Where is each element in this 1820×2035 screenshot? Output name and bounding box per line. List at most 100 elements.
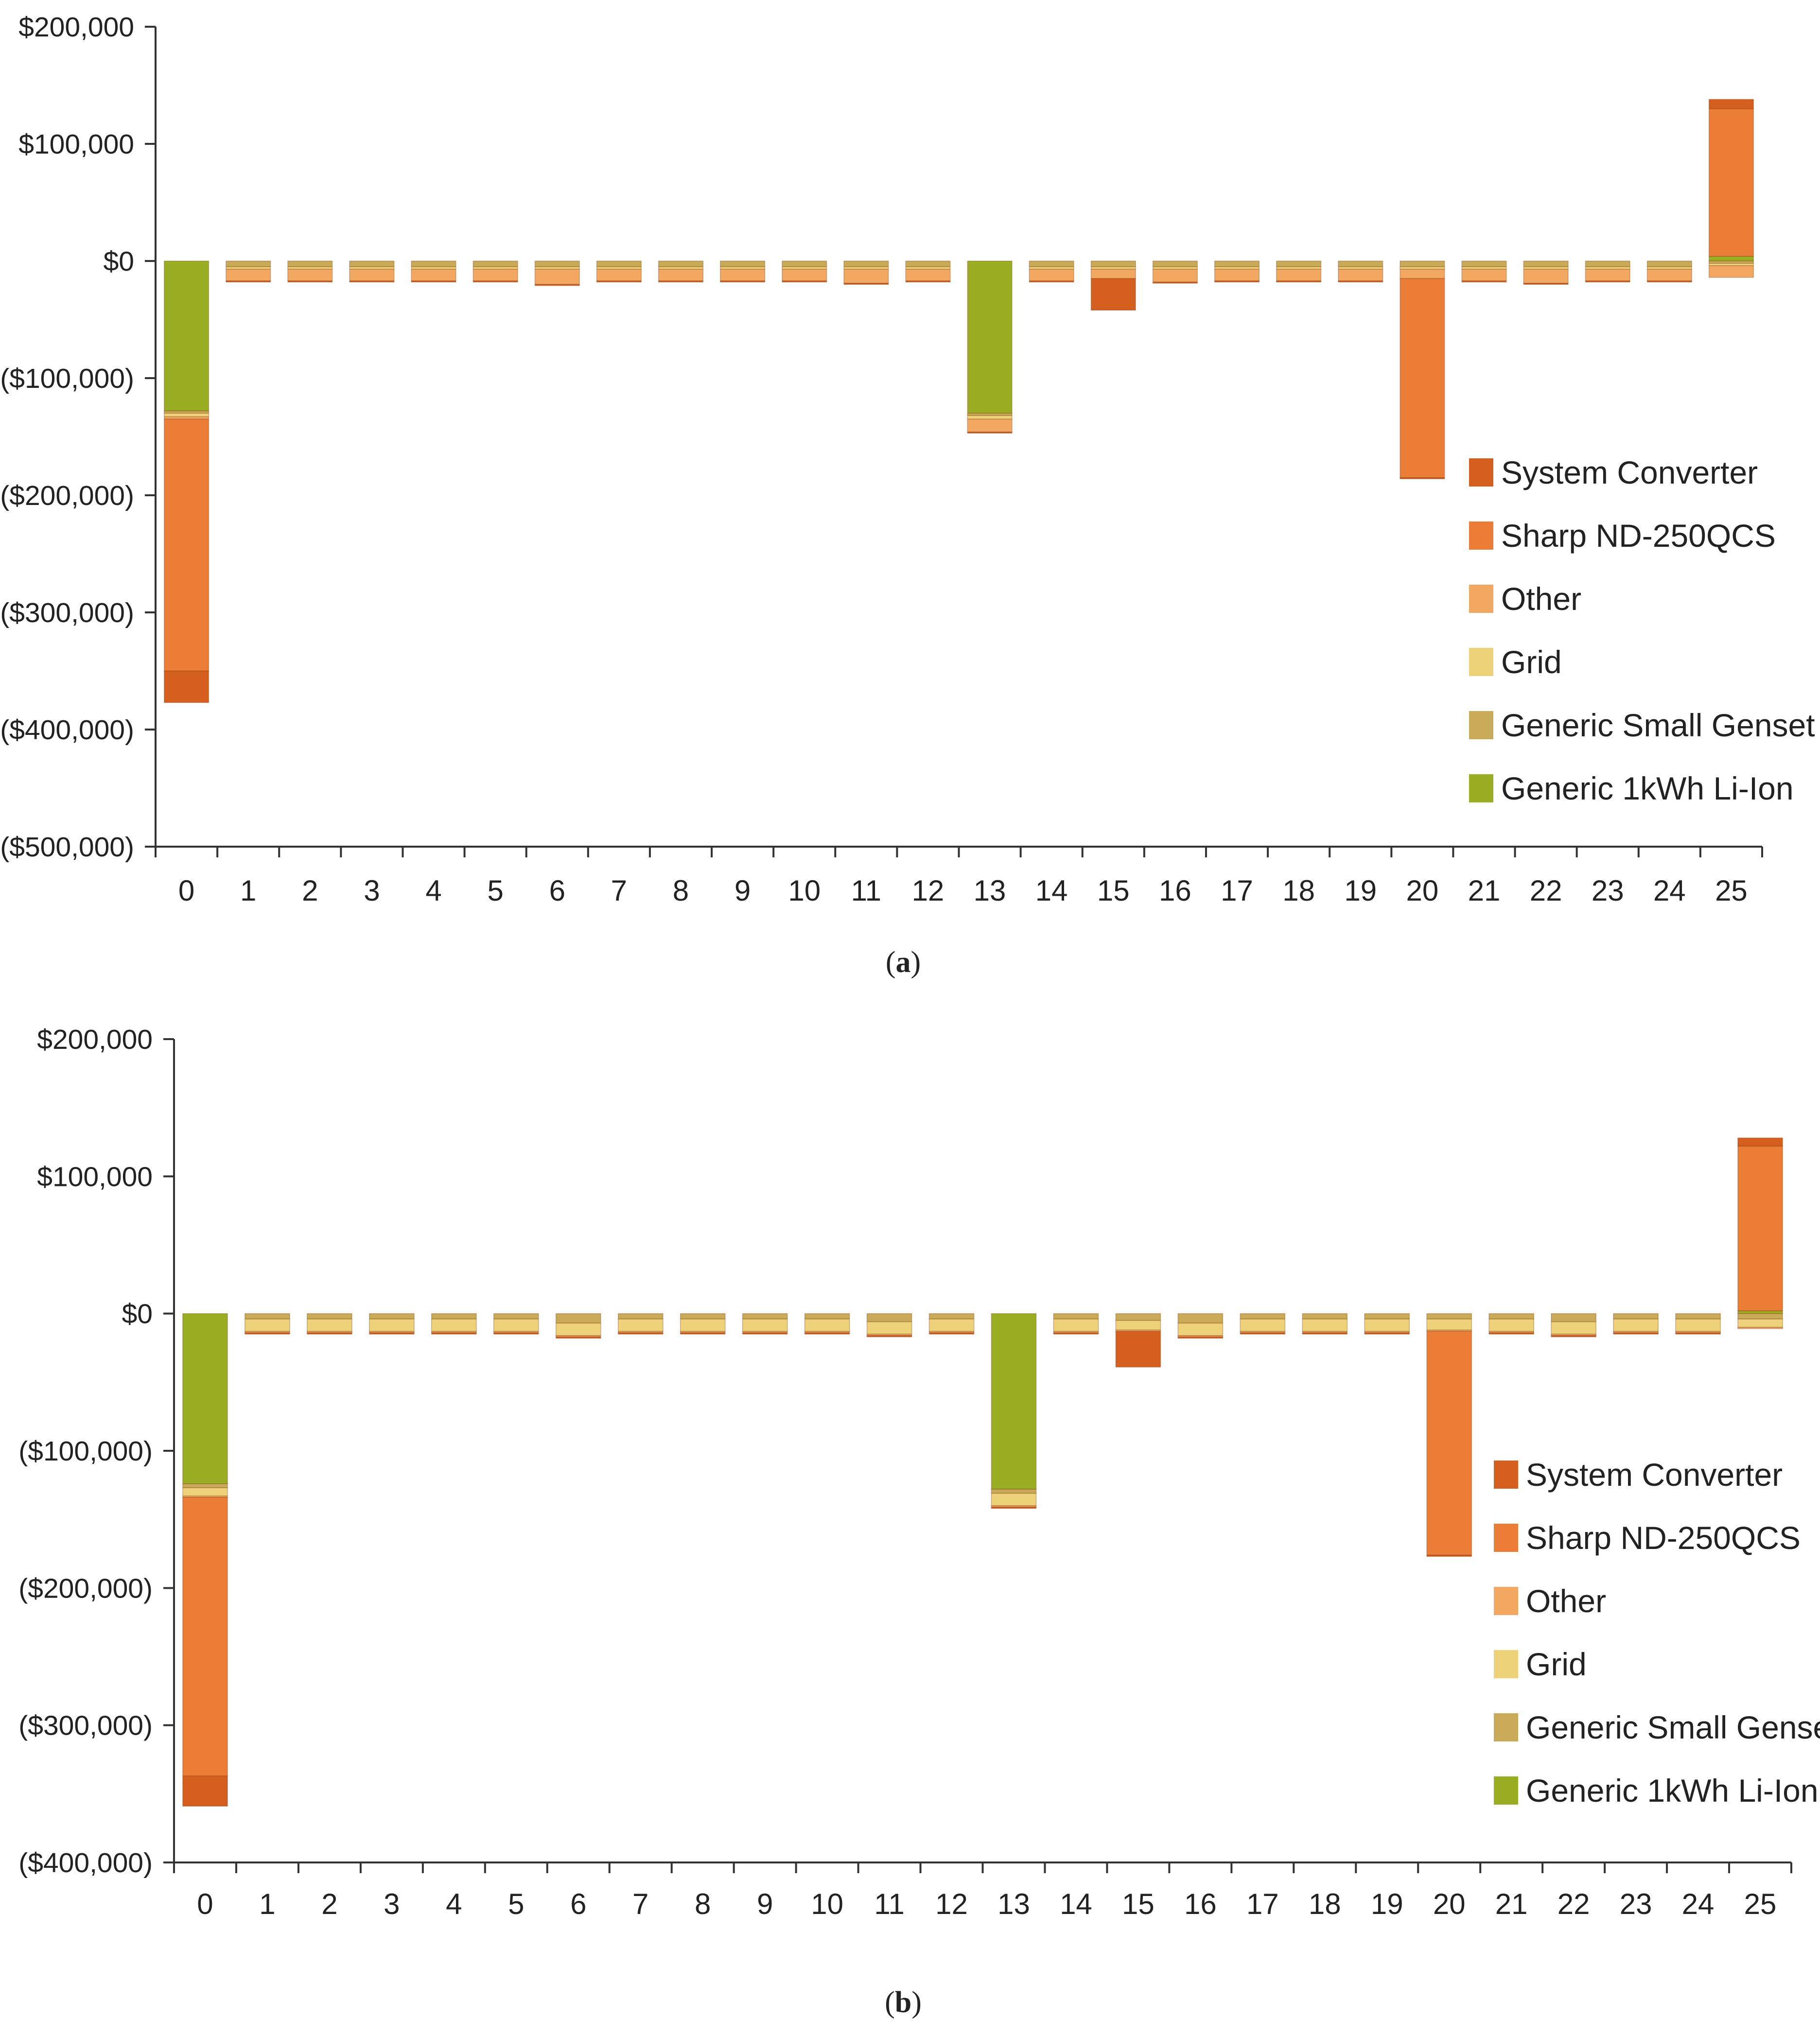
- bar-segment: [1240, 1313, 1286, 1320]
- bar-segment: [1461, 280, 1507, 283]
- x-tick-label: 21: [1468, 874, 1501, 907]
- bar-segment: [307, 1332, 352, 1335]
- bar-segment: [472, 261, 518, 267]
- bar-segment: [164, 261, 210, 412]
- bar-segment: [1276, 261, 1322, 267]
- bar-segment: [472, 280, 518, 283]
- legend-swatch: [1494, 1650, 1518, 1678]
- bar-segment: [905, 261, 951, 267]
- bar-segment: [866, 1335, 912, 1338]
- bar-segment: [1364, 1319, 1410, 1332]
- bar-segment: [411, 269, 456, 281]
- bar-segment: [742, 1313, 788, 1320]
- x-tick-label: 16: [1159, 874, 1191, 907]
- x-tick-label: 4: [446, 1888, 462, 1920]
- y-tick-label: ($200,000): [18, 1573, 153, 1604]
- legend-label: Generic 1kWh Li-Ion: [1526, 1773, 1819, 1809]
- legend-label: Grid: [1526, 1646, 1587, 1682]
- bar-segment: [1029, 280, 1074, 283]
- y-tick-label: ($400,000): [18, 1847, 153, 1878]
- bar-segment: [369, 1332, 415, 1335]
- bar-segment: [1090, 261, 1136, 267]
- bar-segment: [1523, 269, 1569, 284]
- bar-segment: [182, 1497, 228, 1776]
- legend-label: Generic Small Genset: [1501, 707, 1815, 743]
- bar-segment: [287, 269, 333, 281]
- bar-segment: [1737, 1327, 1783, 1329]
- x-tick-label: 20: [1406, 874, 1438, 907]
- legend-swatch: [1469, 648, 1493, 676]
- x-tick-label: 0: [178, 874, 194, 907]
- bar-segment: [555, 1336, 601, 1339]
- x-tick-label: 12: [912, 874, 945, 907]
- bar-segment: [1152, 281, 1198, 284]
- bar-segment: [843, 269, 889, 284]
- bar-segment: [967, 261, 1013, 414]
- bar-segment: [928, 1319, 975, 1332]
- x-tick-label: 11: [874, 1888, 904, 1920]
- bar-segment: [349, 269, 395, 281]
- bar-segment: [782, 280, 827, 283]
- legend-label: Sharp ND-250QCS: [1526, 1520, 1801, 1556]
- chart-panel-b: $200,000 $100,000 $0 ($100,000) ($200,000) ($…: [18, 1024, 1820, 1920]
- bar-segment: [1426, 1554, 1472, 1557]
- bar-segment: [1585, 280, 1630, 283]
- y-tick-label: $100,000: [37, 1161, 153, 1192]
- legend-swatch: [1469, 458, 1493, 487]
- bar-segment: [804, 1313, 850, 1320]
- x-tick-label: 13: [974, 874, 1006, 907]
- bar-segment: [720, 269, 766, 281]
- bar-segment: [1708, 99, 1754, 109]
- x-tick-label: 22: [1558, 1888, 1590, 1920]
- x-tick-label: 19: [1371, 1888, 1403, 1920]
- bar-segment: [1400, 278, 1445, 478]
- x-tick-label: 15: [1122, 1888, 1155, 1920]
- y-tick-label: $0: [104, 246, 134, 277]
- x-tick-label: 9: [735, 874, 751, 907]
- legend-label: System Converter: [1501, 454, 1758, 490]
- bar-segment: [1426, 1329, 1472, 1332]
- bar-segment: [596, 280, 642, 283]
- bar-segment: [555, 1322, 601, 1336]
- bar-segment: [866, 1313, 912, 1322]
- bar-segment: [1585, 261, 1630, 267]
- x-tick-label: 15: [1097, 874, 1130, 907]
- x-tick-label: 10: [811, 1888, 843, 1920]
- bar-segment: [928, 1332, 975, 1335]
- x-tick-label: 5: [487, 874, 503, 907]
- bar-segment: [967, 432, 1013, 434]
- bar-segment: [1276, 280, 1322, 283]
- bar-segment: [1214, 261, 1260, 267]
- bar-segment: [1613, 1313, 1659, 1320]
- bar-segment: [1488, 1332, 1534, 1335]
- bar-segment: [307, 1319, 352, 1332]
- bar-segment: [1551, 1313, 1596, 1322]
- bar-segment: [1338, 261, 1383, 267]
- bar-segment: [1400, 261, 1445, 267]
- y-tick-label: ($300,000): [0, 597, 134, 628]
- bar-segment: [658, 269, 703, 281]
- x-tick-label: 16: [1184, 1888, 1217, 1920]
- y-tick-label: $200,000: [18, 12, 134, 43]
- bar-segment: [472, 269, 518, 281]
- bar-segment: [493, 1332, 539, 1335]
- bar-segment: [1400, 477, 1445, 480]
- bar-segment: [534, 284, 580, 286]
- x-tick-label: 5: [508, 1888, 524, 1920]
- bar-segment: [369, 1313, 415, 1320]
- bar-segment: [1523, 261, 1569, 267]
- bar-segment: [226, 280, 271, 283]
- legend-label: Other: [1526, 1583, 1606, 1619]
- bar-segment: [349, 261, 395, 267]
- bar-segment: [596, 261, 642, 267]
- bar-segment: [1400, 269, 1445, 279]
- x-tick-label: 7: [611, 874, 627, 907]
- bar-segment: [245, 1313, 290, 1320]
- legend-label: Other: [1501, 581, 1581, 617]
- x-tick-label: 7: [632, 1888, 648, 1920]
- bar-segment: [1302, 1332, 1348, 1335]
- bar-segment: [1461, 269, 1507, 281]
- legend-swatch: [1469, 522, 1493, 550]
- bar-segment: [680, 1319, 726, 1332]
- chart-panel-a: $200,000 $100,000 $0 ($100,000) ($200,000) ($…: [0, 12, 1815, 907]
